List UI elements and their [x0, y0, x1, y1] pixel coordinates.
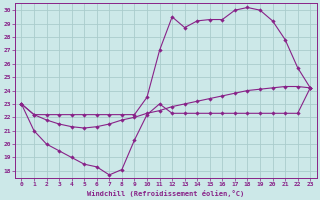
X-axis label: Windchill (Refroidissement éolien,°C): Windchill (Refroidissement éolien,°C)	[87, 190, 244, 197]
